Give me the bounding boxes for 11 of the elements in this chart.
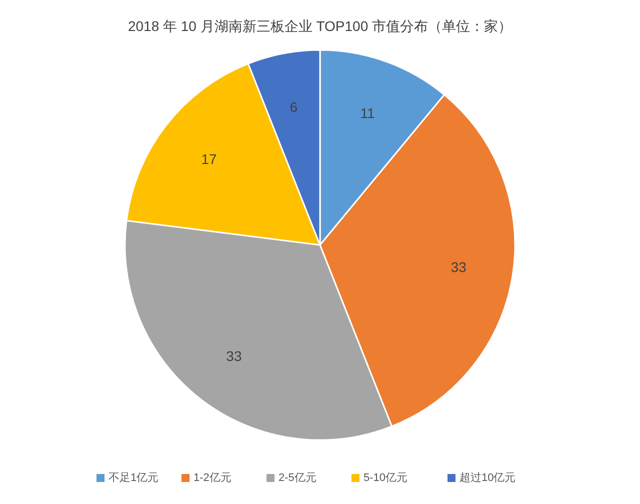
data-label: 6 [290, 99, 298, 116]
data-label: 17 [201, 150, 218, 167]
legend-label: 5-10亿元 [364, 472, 408, 484]
legend-label: 不足1亿元 [108, 472, 159, 484]
chart-title: 2018 年 10 月湖南新三板企业 TOP100 市值分布（单位：家） [128, 18, 512, 34]
legend-label: 超过10亿元 [460, 471, 516, 484]
legend-label: 2-5亿元 [278, 472, 316, 484]
legend-label: 1-2亿元 [194, 472, 232, 484]
data-label: 33 [226, 348, 242, 364]
data-label: 11 [360, 104, 376, 121]
data-label: 33 [450, 258, 467, 275]
